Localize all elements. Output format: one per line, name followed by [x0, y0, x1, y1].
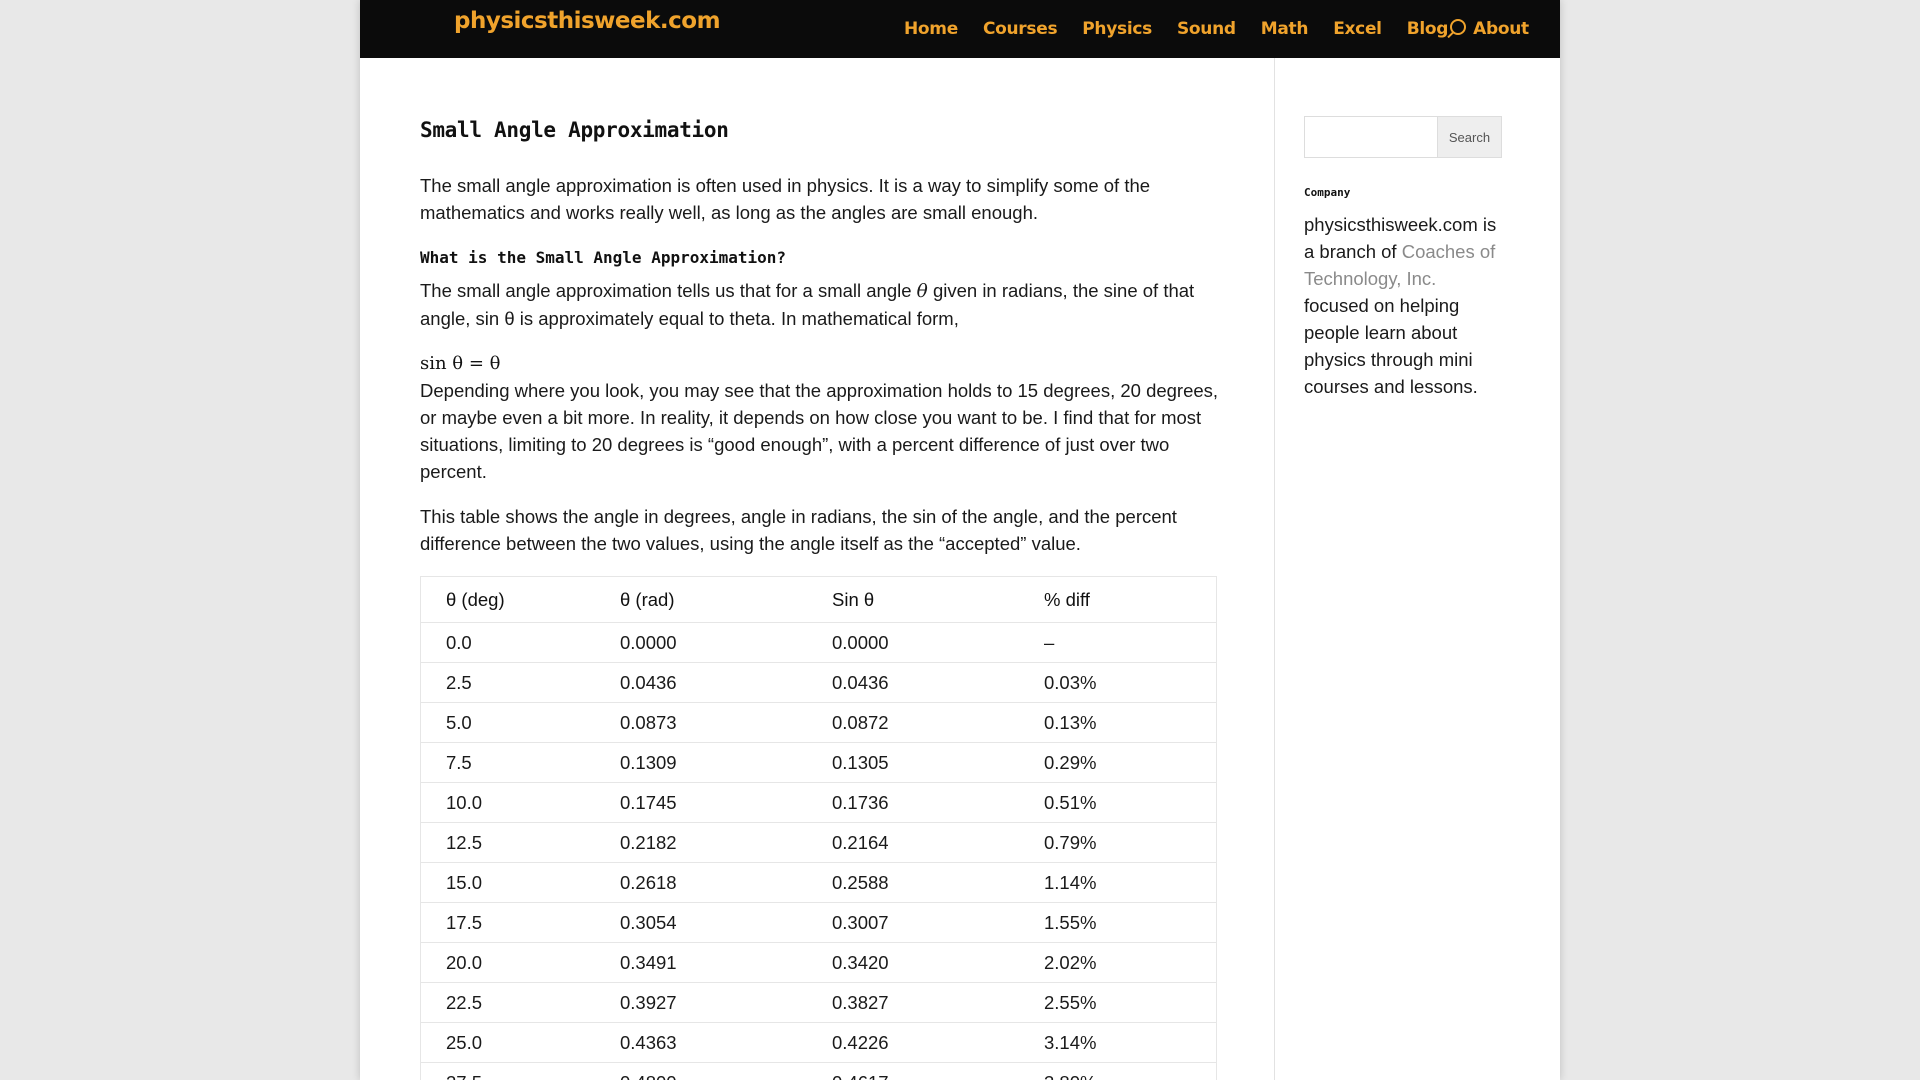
table-row: 27.50.48000.46173.80% [421, 1062, 1216, 1080]
nav-item-home[interactable]: Home [904, 19, 958, 39]
table-row: 7.5 0.1309 0.1305 0.29% [421, 742, 1216, 782]
nav-item-about[interactable]: About [1473, 19, 1529, 39]
table-cell: – [1044, 631, 1055, 653]
sidebar-divider [1274, 58, 1275, 1080]
table-row: 2.5 0.0436 0.0436 0.03% [421, 662, 1216, 702]
table-row: 12.5 0.2182 0.2164 0.79% [421, 822, 1216, 862]
table-cell: 1.14% [1044, 871, 1097, 893]
nav-item-blog[interactable]: Blog [1406, 19, 1449, 39]
table-cell: 27.5 [421, 1072, 620, 1080]
table-cell: 12.5 [446, 831, 483, 853]
nav-item-math[interactable]: Math [1260, 19, 1309, 39]
table-cell: 0.1736 [832, 791, 889, 813]
table-cell: 0.1305 [832, 751, 889, 773]
table-cell: 2.02% [1044, 951, 1097, 973]
table-intro-paragraph: This table shows the angle in degrees, a… [420, 506, 1177, 554]
widget-title: Company [1304, 186, 1351, 199]
search-button[interactable]: Search [1437, 117, 1501, 157]
definition-text-pre: The small angle approximation tells us t… [420, 280, 917, 301]
table-cell: 0.3827 [832, 991, 889, 1013]
table-body: 0.0 0.0000 0.0000 – 2.5 0.0436 0.0436 0.03% 5.0 0… [421, 622, 1216, 1080]
table-cell: 0.0436 [620, 671, 677, 693]
table-row: 22.5 0.3927 0.3827 2.55% [421, 982, 1216, 1022]
table-cell: 17.5 [446, 911, 483, 933]
company-text-pre: physicsthisweek.com is a branch of [1304, 214, 1497, 262]
table-cell: 0.0 [446, 631, 472, 653]
table-row: 15.0 0.2618 0.2588 1.14% [421, 862, 1216, 902]
search-input[interactable] [1305, 117, 1451, 155]
table-cell: 0.3054 [620, 911, 677, 933]
table-cell: 0.1309 [620, 751, 677, 773]
page-title: Small Angle Approximation [420, 118, 729, 142]
table-row: 0.0 0.0000 0.0000 – [421, 622, 1216, 662]
table-cell: 0.2182 [620, 831, 677, 853]
nav-item-physics[interactable]: Physics [1082, 19, 1152, 39]
table-cell: 5.0 [446, 711, 472, 733]
table-cell: 10.0 [446, 791, 483, 813]
table-cell: 0.0000 [620, 631, 677, 653]
table-header-row: θ (deg) θ (rad) Sin θ % diff [421, 577, 1216, 622]
company-link[interactable]: Coaches of Technology, Inc. [1304, 241, 1496, 289]
discussion-paragraph: Depending where you look, you may see th… [420, 380, 1219, 482]
definition-paragraph: The small angle approximation tells us t… [420, 277, 1220, 332]
table-cell: 0.3491 [620, 951, 677, 973]
table-cell: 0.29% [1044, 751, 1097, 773]
approximation-table: θ (deg) θ (rad) Sin θ % diff 0.0 0.0000 0.… [420, 576, 1217, 1080]
table-cell: 25.0 [446, 1031, 483, 1053]
theta-symbol: θ [916, 281, 928, 302]
table-cell: 0.51% [1044, 791, 1097, 813]
company-description: physicsthisweek.com is a branch of Coach… [1304, 211, 1504, 400]
table-cell: 0.2618 [620, 871, 677, 893]
table-cell: 0.03% [1044, 671, 1097, 693]
nav-item-sound[interactable]: Sound [1176, 19, 1236, 39]
table-cell: 0.3420 [832, 951, 889, 973]
page-container: physicsthisweek.com Home Courses Physics… [360, 0, 1560, 1080]
column-header-diff: % diff [1044, 588, 1090, 610]
table-cell: 0.4226 [832, 1031, 889, 1053]
section-heading: What is the Small Angle Approximation? [420, 248, 787, 267]
intro-paragraph: The small angle approximation is often u… [420, 175, 1151, 223]
table-cell: 2.5 [446, 671, 472, 693]
table-cell: 0.4617 [832, 1072, 1044, 1080]
table-cell: 0.3007 [832, 911, 889, 933]
table-cell: 7.5 [446, 751, 472, 773]
table-cell: 1.55% [1044, 911, 1097, 933]
table-cell: 15.0 [446, 871, 483, 893]
table-cell: 0.2164 [832, 831, 889, 853]
table-row: 10.0 0.1745 0.1736 0.51% [421, 782, 1216, 822]
table-row: 5.0 0.0873 0.0872 0.13% [421, 702, 1216, 742]
table-cell: 3.80% [1044, 1072, 1194, 1080]
top-navigation-bar: physicsthisweek.com Home Courses Physics… [360, 0, 1560, 58]
column-header-sin: Sin θ [832, 588, 875, 610]
table-cell: 0.3927 [620, 991, 677, 1013]
table-cell: 20.0 [446, 951, 483, 973]
table-row: 17.5 0.3054 0.3007 1.55% [421, 902, 1216, 942]
main-nav: Home Courses Physics Sound Math Excel Bl… [904, 0, 1554, 58]
table-cell: 0.4800 [620, 1072, 832, 1080]
search-form: Search [1304, 116, 1502, 158]
table-cell: 0.0436 [832, 671, 889, 693]
table-cell: 22.5 [446, 991, 483, 1013]
table-row: 25.0 0.4363 0.4226 3.14% [421, 1022, 1216, 1062]
table-cell: 0.13% [1044, 711, 1097, 733]
table-cell: 0.0000 [832, 631, 889, 653]
table-cell: 0.0872 [832, 711, 889, 733]
table-cell: 0.1745 [620, 791, 677, 813]
nav-item-courses[interactable]: Courses [982, 19, 1058, 39]
definition-text-post: given in radians, the sine of that angle… [420, 280, 1195, 329]
formula: sin θ = θ [420, 353, 501, 374]
column-header-deg: θ (deg) [446, 588, 505, 610]
table-row: 20.0 0.3491 0.3420 2.02% [421, 942, 1216, 982]
search-icon[interactable] [1450, 19, 1466, 35]
table-cell: 0.2588 [832, 871, 889, 893]
site-logo[interactable]: physicsthisweek.com [454, 8, 721, 34]
table-cell: 0.0873 [620, 711, 677, 733]
table-cell: 0.79% [1044, 831, 1097, 853]
table-cell: 2.55% [1044, 991, 1097, 1013]
table-cell: 0.4363 [620, 1031, 677, 1053]
table-cell: 3.14% [1044, 1031, 1097, 1053]
company-text-post: focused on helping people learn about ph… [1304, 295, 1478, 397]
nav-item-excel[interactable]: Excel [1333, 19, 1382, 39]
column-header-rad: θ (rad) [620, 588, 675, 610]
